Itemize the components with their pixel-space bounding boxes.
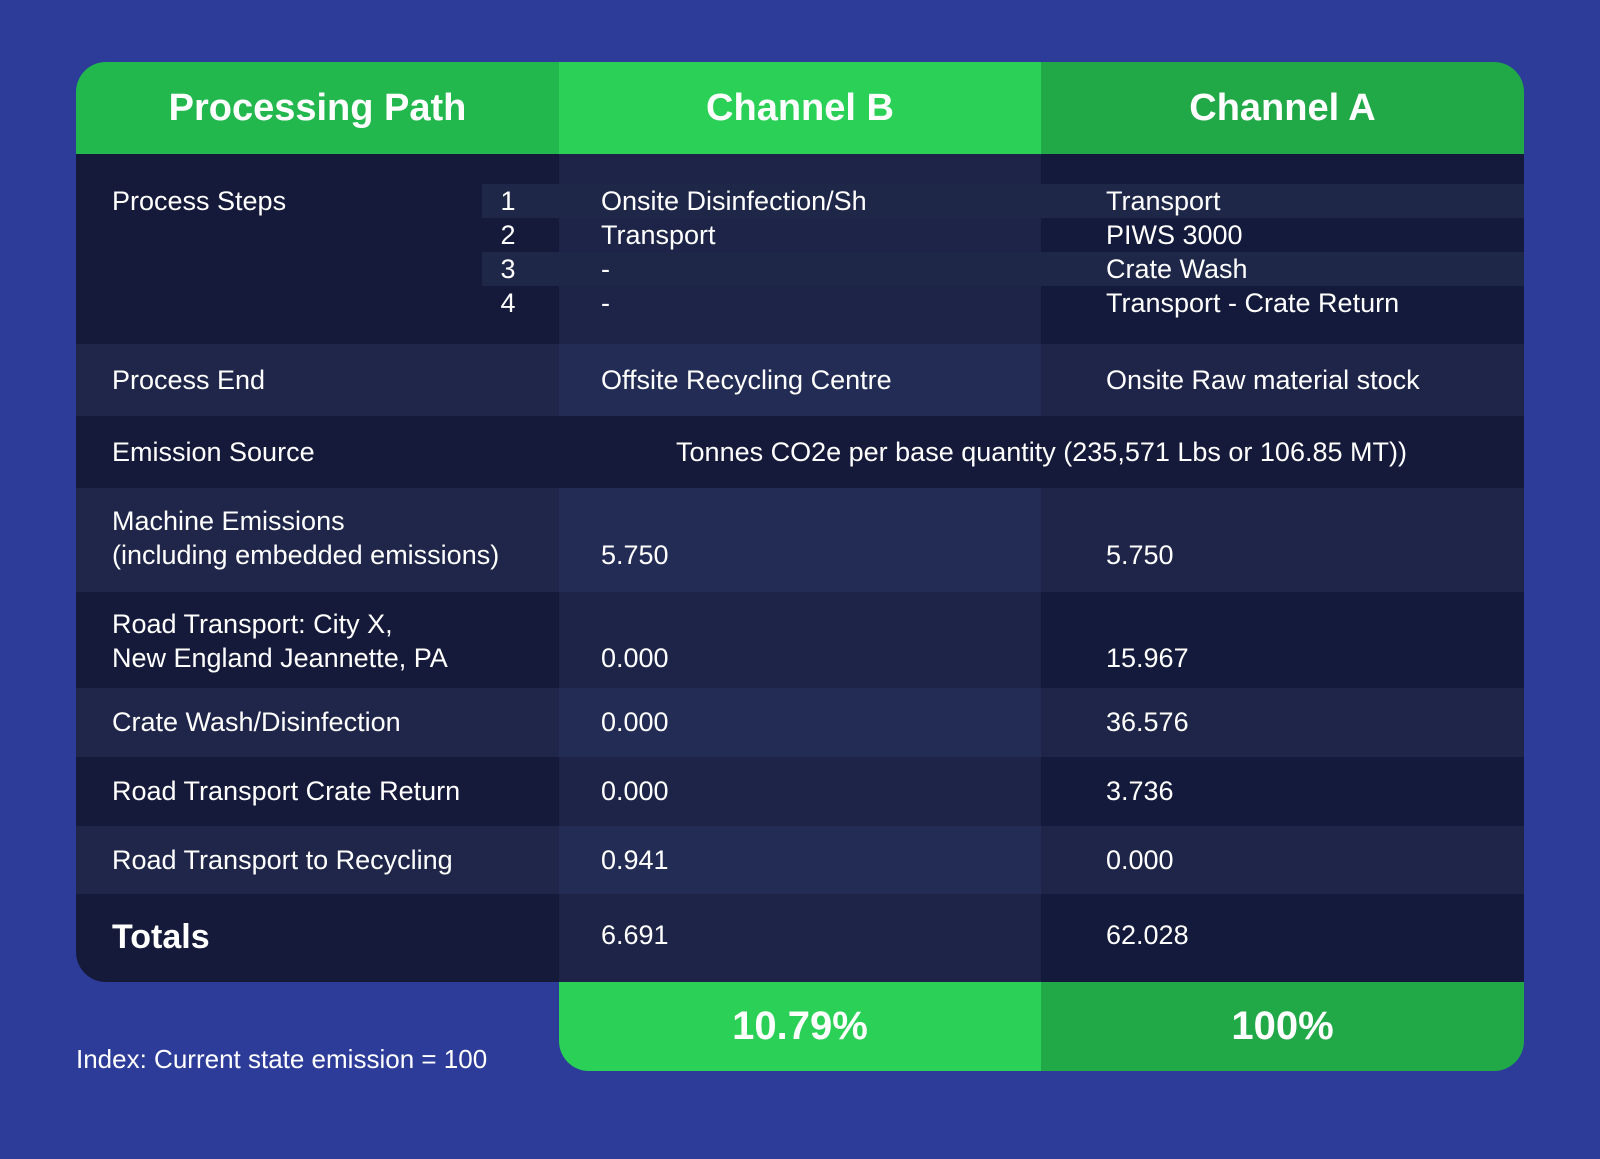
process-end-label: Process End [112,365,266,395]
index-note: Index: Current state emission = 100 [76,1044,488,1074]
header-channel-b: Channel B [559,62,1041,154]
emission-source-row: Emission Source Tonnes CO2e per base qua… [76,416,1524,488]
channel-a-value: 0.000 [1106,845,1174,875]
channel-a-value: 5.750 [1106,540,1174,570]
channel-a-step: PIWS 3000 [1106,220,1243,250]
channel-b-index: 10.79% [559,982,1041,1071]
row-label: Machine Emissions [112,506,345,536]
channel-b-value: 0.941 [601,845,669,875]
row-label: New England Jeannette, PA [112,643,448,673]
table-header: Processing Path Channel B Channel A [76,62,1524,154]
row-label: Road Transport to Recycling [112,845,453,875]
channel-a-step: Transport [1106,186,1221,216]
table-row: Crate Wash/Disinfection 0.000 36.576 [76,688,1524,757]
channel-a-step: Transport - Crate Return [1106,288,1400,318]
index-footer: 10.79% 100% [559,982,1524,1071]
process-steps-row: Process Steps 1 2 3 4 Onsite Disinfectio… [76,154,1524,344]
channel-b-step: Onsite Disinfection/Sh [601,186,867,216]
header-processing-path: Processing Path [76,62,559,154]
step-number: 1 [500,186,516,216]
process-steps-label: Process Steps [112,186,287,216]
row-label: (including embedded emissions) [112,540,500,570]
row-label: Road Transport Crate Return [112,776,461,806]
step-number: 2 [500,220,516,250]
row-label: Crate Wash/Disinfection [112,707,401,737]
channel-a-index: 100% [1041,982,1524,1071]
table-row: Road Transport: City X, New England Jean… [76,592,1524,688]
table-row: Road Transport Crate Return 0.000 3.736 [76,757,1524,826]
table-row: Machine Emissions (including embedded em… [76,488,1524,592]
step-number: 4 [500,288,516,318]
emissions-table: Processing Path Channel B Channel A Proc… [76,62,1524,982]
channel-b-value: 5.750 [601,540,669,570]
channel-a-step: Crate Wash [1106,254,1248,284]
channel-a-value: 36.576 [1106,707,1189,737]
table-row: Road Transport to Recycling 0.941 0.000 [76,826,1524,894]
process-end-row: Process End Offsite Recycling Centre Ons… [76,344,1524,416]
channel-b-value: 0.000 [601,707,669,737]
channel-b-value: 0.000 [601,643,669,673]
totals-label: Totals [112,918,210,956]
channel-b-total: 6.691 [601,920,669,950]
channel-b-value: 0.000 [601,776,669,806]
channel-a-process-end: Onsite Raw material stock [1106,365,1420,395]
row-label: Road Transport: City X, [112,609,393,639]
channel-a-value: 3.736 [1106,776,1174,806]
header-channel-a: Channel A [1041,62,1524,154]
channel-b-process-end: Offsite Recycling Centre [601,365,892,395]
step-number: 3 [500,254,516,284]
channel-a-value: 15.967 [1106,643,1189,673]
emission-source-label: Emission Source [112,437,315,467]
channel-b-step: - [601,288,610,318]
channel-a-total: 62.028 [1106,920,1189,950]
channel-b-step: - [601,254,610,284]
emission-source-unit: Tonnes CO2e per base quantity (235,571 L… [676,437,1407,467]
channel-b-step: Transport [601,220,716,250]
totals-row: Totals 6.691 62.028 [76,894,1524,982]
